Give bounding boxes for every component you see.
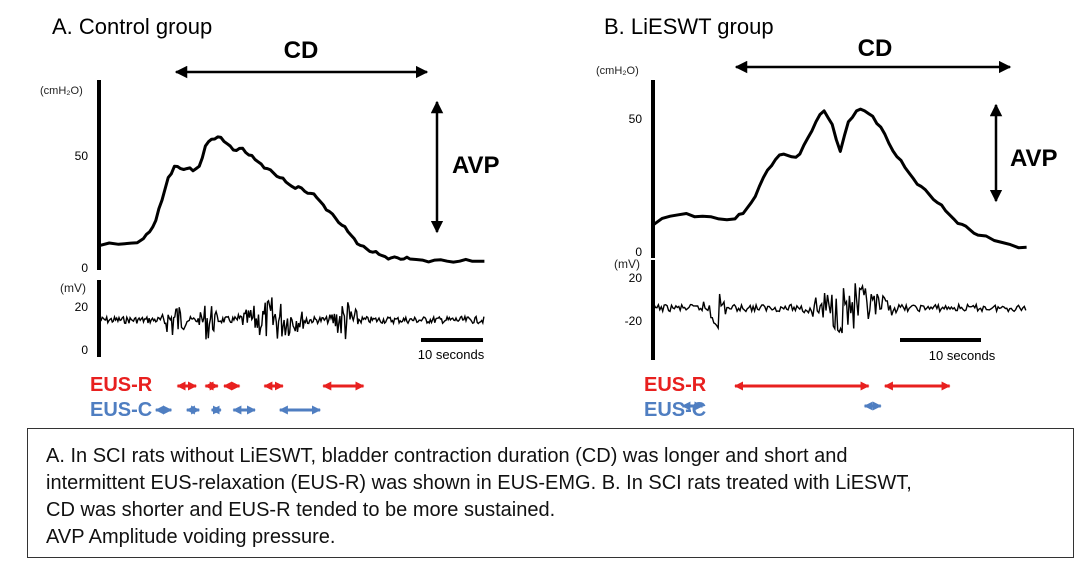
cd-label: CD	[284, 37, 319, 64]
caption-line: A. In SCI rats without LiESWT, bladder c…	[46, 445, 848, 467]
legend-eus-c: EUS-C	[644, 399, 706, 421]
emg-tick-label: 20	[75, 300, 89, 314]
cd-label: CD	[858, 35, 893, 62]
panel-control-group: A. Control group CD AVP (cmH₂O) 50 0 (mV…	[40, 14, 500, 421]
emg-unit-label: (mV)	[60, 281, 86, 295]
panel-title: B. LiESWT group	[604, 14, 774, 39]
legend-eus-r: EUS-R	[644, 374, 707, 396]
figure-caption: A. In SCI rats without LiESWT, bladder c…	[27, 428, 1074, 558]
avp-label: AVP	[452, 152, 500, 179]
pressure-trace-group	[99, 135, 485, 264]
pressure-unit-label: (cmH₂O)	[40, 85, 83, 97]
scale-bar-label: 10 seconds	[418, 347, 485, 362]
caption-line: AVP Amplitude voiding pressure.	[46, 526, 336, 548]
avp-label: AVP	[1010, 145, 1058, 172]
panel-lieswt-group: B. LiESWT group CD AVP (cmH₂O) 50 0 (mV)…	[596, 14, 1058, 421]
emg-tick-label: 20	[629, 271, 643, 285]
emg-unit-label: (mV)	[614, 257, 640, 271]
pressure-tick-label: 0	[81, 261, 88, 275]
caption-line: CD was shorter and EUS-R tended to be mo…	[46, 499, 556, 521]
legend-eus-c: EUS-C	[90, 399, 152, 421]
emg-trace	[653, 283, 1027, 334]
emg-tick-label: 0	[81, 343, 88, 357]
pressure-tick-label: 50	[629, 112, 643, 126]
pressure-trace-group	[653, 107, 1027, 250]
legend-eus-r: EUS-R	[90, 374, 153, 396]
caption-line: intermittent EUS-relaxation (EUS-R) was …	[46, 472, 912, 494]
emg-trace-group	[99, 297, 485, 340]
pressure-tick-label: 0	[635, 245, 642, 259]
emg-trace	[99, 297, 485, 340]
pressure-trace	[99, 135, 485, 264]
pressure-trace	[653, 107, 1027, 250]
emg-trace-group	[653, 283, 1027, 334]
panel-title: A. Control group	[52, 14, 212, 39]
figure: A. Control group CD AVP (cmH₂O) 50 0 (mV…	[40, 14, 1058, 421]
emg-tick-label: -20	[625, 314, 643, 328]
pressure-tick-label: 50	[75, 149, 89, 163]
scale-bar-label: 10 seconds	[929, 348, 996, 363]
pressure-unit-label: (cmH₂O)	[596, 65, 639, 77]
